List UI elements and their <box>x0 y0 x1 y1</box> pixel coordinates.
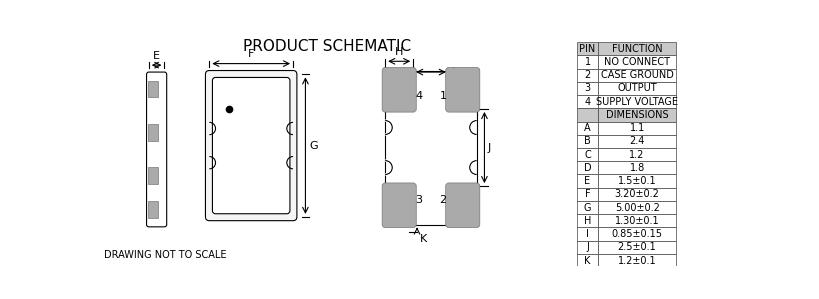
Text: 3: 3 <box>415 195 423 205</box>
Text: 0.85±0.15: 0.85±0.15 <box>612 229 663 239</box>
Bar <box>599 55 676 68</box>
Text: J: J <box>586 242 589 252</box>
Bar <box>148 202 158 218</box>
Bar <box>599 228 676 241</box>
Bar <box>577 175 599 188</box>
Bar <box>148 80 158 97</box>
Text: D: D <box>584 163 591 173</box>
Text: K: K <box>584 256 590 266</box>
Text: 2: 2 <box>585 70 590 80</box>
Text: 3: 3 <box>585 83 590 93</box>
Bar <box>577 55 599 68</box>
Text: E: E <box>153 51 161 60</box>
Text: SUPPLY VOLTAGE: SUPPLY VOLTAGE <box>596 97 678 107</box>
Text: F: F <box>248 49 255 59</box>
FancyBboxPatch shape <box>446 68 480 112</box>
Text: 2.4: 2.4 <box>630 136 645 147</box>
Bar <box>599 135 676 148</box>
Text: F: F <box>585 189 590 199</box>
Bar <box>577 148 599 161</box>
Bar <box>599 42 676 55</box>
FancyBboxPatch shape <box>212 77 290 214</box>
Text: 1: 1 <box>440 91 446 100</box>
Text: 1.1: 1.1 <box>630 123 645 133</box>
Bar <box>148 124 158 141</box>
Bar <box>599 95 676 108</box>
Bar <box>577 95 599 108</box>
Bar <box>577 108 599 121</box>
Text: NO CONNECT: NO CONNECT <box>604 57 670 67</box>
Bar <box>577 241 599 254</box>
Bar <box>577 68 599 82</box>
Text: 1.2: 1.2 <box>630 150 645 160</box>
Bar <box>599 214 676 228</box>
Text: A: A <box>584 123 590 133</box>
Text: H: H <box>584 216 591 226</box>
Text: G: G <box>584 203 591 213</box>
Bar <box>385 71 477 225</box>
FancyBboxPatch shape <box>206 71 297 221</box>
Text: B: B <box>584 136 590 147</box>
Text: DIMENSIONS: DIMENSIONS <box>606 110 668 120</box>
Text: 1: 1 <box>585 57 590 67</box>
FancyBboxPatch shape <box>147 72 167 227</box>
Bar <box>577 254 599 267</box>
Bar <box>599 108 676 121</box>
Bar <box>599 175 676 188</box>
Bar <box>599 68 676 82</box>
Bar <box>599 188 676 201</box>
Text: PRODUCT SCHEMATIC: PRODUCT SCHEMATIC <box>243 39 411 54</box>
Text: DRAWING NOT TO SCALE: DRAWING NOT TO SCALE <box>104 250 226 260</box>
Bar <box>599 241 676 254</box>
Text: 1.5±0.1: 1.5±0.1 <box>618 176 657 186</box>
Text: K: K <box>420 234 428 244</box>
Text: OUTPUT: OUTPUT <box>618 83 657 93</box>
Text: C: C <box>584 150 590 160</box>
Text: G: G <box>310 141 318 151</box>
Text: 5.00±0.2: 5.00±0.2 <box>615 203 659 213</box>
Text: 2.5±0.1: 2.5±0.1 <box>618 242 657 252</box>
Bar <box>577 135 599 148</box>
Text: CASE GROUND: CASE GROUND <box>600 70 673 80</box>
Text: 4: 4 <box>415 91 423 100</box>
Bar <box>599 201 676 214</box>
Text: J: J <box>487 143 491 152</box>
FancyBboxPatch shape <box>382 68 416 112</box>
Bar <box>577 214 599 228</box>
Bar <box>577 42 599 55</box>
Bar <box>577 188 599 201</box>
Bar <box>148 167 158 184</box>
FancyBboxPatch shape <box>446 183 480 228</box>
Text: 3.20±0.2: 3.20±0.2 <box>615 189 659 199</box>
Text: I: I <box>586 229 589 239</box>
Text: I: I <box>452 67 455 77</box>
Text: FUNCTION: FUNCTION <box>612 44 663 54</box>
Bar <box>599 148 676 161</box>
Bar <box>577 121 599 135</box>
Text: 2: 2 <box>439 195 446 205</box>
Text: 1.8: 1.8 <box>630 163 645 173</box>
Bar <box>599 254 676 267</box>
Text: 1.2±0.1: 1.2±0.1 <box>618 256 657 266</box>
Bar <box>577 228 599 241</box>
FancyBboxPatch shape <box>382 183 416 228</box>
Text: 1.30±0.1: 1.30±0.1 <box>615 216 659 226</box>
Bar <box>599 161 676 175</box>
Text: 4: 4 <box>585 97 590 107</box>
Bar <box>599 82 676 95</box>
Bar <box>599 121 676 135</box>
Bar <box>577 201 599 214</box>
Bar <box>577 161 599 175</box>
Text: E: E <box>585 176 590 186</box>
Bar <box>577 82 599 95</box>
Text: PIN: PIN <box>579 44 595 54</box>
Text: H: H <box>395 47 404 57</box>
